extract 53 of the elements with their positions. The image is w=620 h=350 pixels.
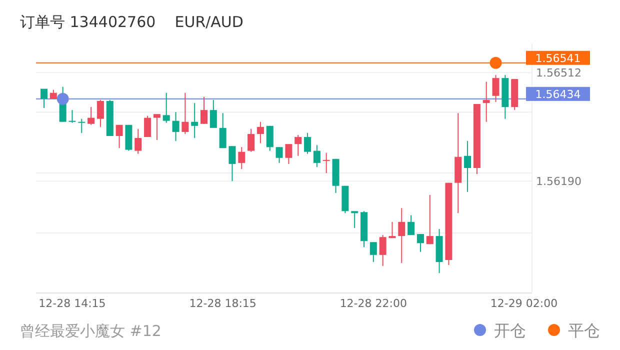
candlestick [426,194,434,245]
candlestick [144,115,152,138]
x-tick-label: 12-29 02:00 [490,297,558,310]
legend-label: 开仓 [494,321,526,340]
candlestick [285,144,292,164]
candlestick [153,114,160,141]
chart-title: 订单号 134402760 EUR/AUD [20,13,244,31]
candlestick [248,128,255,152]
candlestick [388,221,396,239]
candlestick [88,106,95,126]
candlestick [134,128,142,154]
candlestick [276,146,283,164]
x-tick-label: 12-28 14:15 [38,297,106,310]
candlestick [162,92,170,124]
candlestick [408,214,415,236]
candlestick [238,146,246,170]
candlestick [313,144,320,168]
candlestick [464,140,472,192]
candlestick [210,99,217,128]
candlestick [482,81,490,122]
y-tick-label: 1.56190 [536,175,582,188]
candlestick [78,118,86,134]
candlestick [492,74,500,102]
candlestick [50,89,57,100]
candlestick [228,146,236,182]
candlestick [172,112,180,142]
candlestick [96,99,104,128]
candlestick [191,102,198,139]
ref-line-label: 1.56434 [535,88,581,101]
candlestick [68,110,76,124]
legend-label: 平仓 [568,321,600,340]
x-tick-label: 12-28 18:15 [189,297,256,310]
ref-line-label: 1.56541 [535,52,581,65]
candlestick [116,124,123,149]
x-tick-label: 12-28 22:00 [340,297,407,310]
candlestick [304,132,312,154]
candlestick [322,152,330,174]
legend-item: 平仓 [548,321,600,340]
text: 曾经最爱小魔女 #12 [20,322,162,340]
candlestick [182,92,189,134]
candlestick [379,234,386,267]
candlestick [294,134,302,156]
candlestick [370,242,377,263]
candlestick [219,112,226,149]
candlestick [398,208,406,264]
candlestick [200,96,208,124]
candlestick [416,234,424,252]
candlestick [40,88,48,109]
y-tick-label: 1.56512 [536,66,582,80]
legend-item: 开仓 [474,321,526,340]
candlestick [266,125,274,152]
candlestick [256,121,264,144]
candlestick [351,210,358,228]
